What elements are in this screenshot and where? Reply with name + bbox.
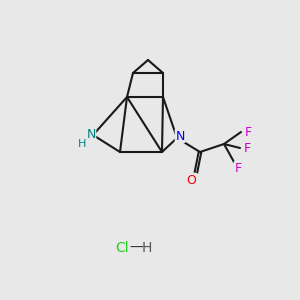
Text: H: H (142, 241, 152, 255)
Text: Cl: Cl (115, 241, 129, 255)
Text: F: F (244, 125, 252, 139)
Text: O: O (186, 173, 196, 187)
Text: H: H (78, 139, 86, 149)
Text: N: N (86, 128, 96, 142)
Text: N: N (175, 130, 185, 142)
Text: F: F (234, 161, 242, 175)
Text: —: — (129, 241, 143, 255)
Text: F: F (243, 142, 250, 154)
